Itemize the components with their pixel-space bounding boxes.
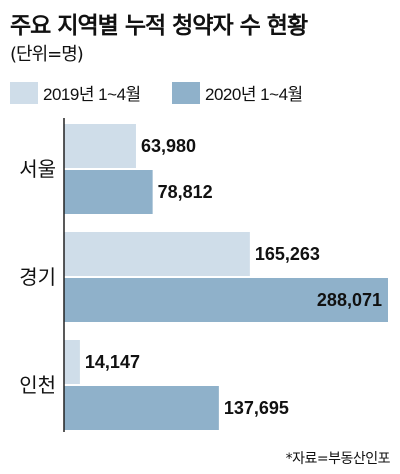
bar-2020-2 — [64, 386, 219, 430]
bar-2019-0 — [64, 124, 136, 168]
legend-label-2019: 2019년 1~4월 — [43, 85, 141, 104]
bar-2019-2 — [64, 340, 80, 384]
legend-item-2020: 2020년 1~4월 — [172, 80, 303, 105]
bar-2020-0 — [64, 170, 153, 214]
legend-swatch-2019 — [10, 81, 38, 104]
unit-label: (단위=명) — [10, 44, 84, 65]
legend-swatch-2020 — [172, 81, 200, 104]
value-label-2019-1: 165,263 — [255, 244, 320, 264]
value-label-2019-0: 63,980 — [141, 136, 196, 156]
value-label-2020-0: 78,812 — [158, 182, 213, 202]
chart-title: 주요 지역별 누적 청약자 수 현황 — [10, 13, 308, 39]
bar-2020-1 — [64, 278, 388, 322]
category-label-0: 서울 — [19, 157, 56, 181]
bar-2019-1 — [64, 232, 250, 276]
source-note: *자료=부동산인포 — [285, 451, 391, 467]
value-label-2019-2: 14,147 — [85, 352, 140, 372]
category-label-1: 경기 — [19, 265, 56, 289]
value-label-2020-2: 137,695 — [224, 398, 289, 418]
value-label-2020-1: 288,071 — [317, 290, 382, 310]
legend-label-2020: 2020년 1~4월 — [205, 85, 303, 104]
category-label-2: 인천 — [19, 373, 56, 397]
legend-item-2019: 2019년 1~4월 — [10, 80, 141, 105]
